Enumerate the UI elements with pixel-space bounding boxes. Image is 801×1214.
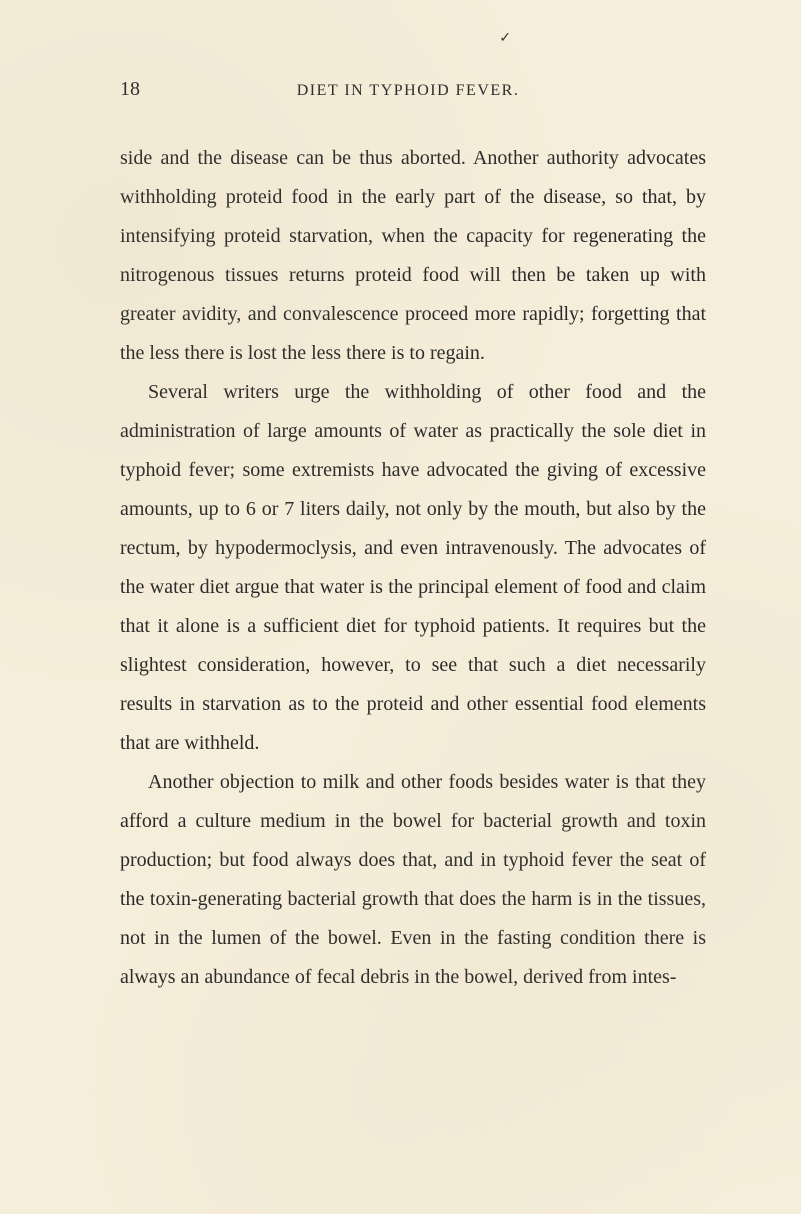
page-header: 18 DIET IN TYPHOID FEVER. bbox=[120, 78, 706, 101]
paragraph-2: Several writers urge the withholding of … bbox=[120, 373, 706, 763]
page-content: 18 DIET IN TYPHOID FEVER. side and the d… bbox=[0, 0, 801, 1057]
top-mark: ✓ bbox=[499, 30, 511, 47]
paragraph-1: side and the disease can be thus aborted… bbox=[120, 139, 706, 373]
running-title: DIET IN TYPHOID FEVER. bbox=[110, 82, 706, 100]
body-text: side and the disease can be thus aborted… bbox=[120, 139, 706, 997]
paragraph-3: Another objection to milk and other food… bbox=[120, 763, 706, 997]
